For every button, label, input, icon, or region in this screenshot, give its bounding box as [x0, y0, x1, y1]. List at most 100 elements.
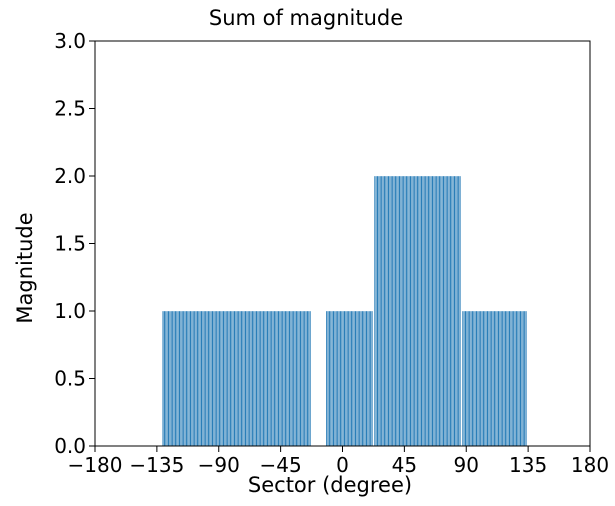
bar [287, 310, 290, 447]
bar [398, 175, 401, 447]
bar [428, 175, 431, 447]
bar [365, 310, 368, 447]
bar [218, 310, 221, 447]
bar [402, 175, 405, 447]
bar [452, 175, 455, 447]
bar [226, 310, 229, 447]
y-tick-label: 3.0 [54, 29, 86, 53]
y-tick-label: 2.0 [54, 164, 86, 188]
bar [456, 175, 459, 447]
bar [163, 310, 166, 447]
bar [411, 175, 413, 447]
y-axis: 0.0 0.5 1.0 1.5 2.0 2.5 3.0 [54, 29, 95, 458]
bar [419, 175, 422, 447]
bar [277, 310, 280, 447]
y-axis-title: Magnitude [13, 212, 37, 323]
y-tick-label: 1.5 [54, 232, 86, 256]
bar [255, 310, 258, 447]
bar [493, 310, 496, 447]
bar [471, 310, 474, 447]
bar [389, 175, 391, 447]
chart-title: Sum of magnitude [209, 6, 403, 30]
bar [228, 310, 230, 447]
bar [285, 310, 288, 447]
bar [415, 175, 417, 447]
bar [295, 310, 298, 447]
bar [302, 310, 305, 447]
bar [500, 310, 503, 447]
bar [219, 310, 222, 447]
bar [474, 310, 477, 447]
bar [164, 310, 167, 447]
bar [400, 175, 402, 447]
bar [178, 310, 181, 447]
bar [301, 310, 303, 447]
bar [461, 310, 464, 447]
bar [266, 310, 269, 447]
bar [248, 310, 251, 447]
bar [224, 310, 226, 447]
bar [489, 310, 492, 447]
bar [390, 175, 393, 447]
bar [284, 310, 287, 447]
bar [258, 310, 261, 447]
bar [408, 175, 411, 447]
bar [523, 310, 526, 447]
bar [208, 310, 211, 447]
bar [426, 175, 428, 447]
bar [404, 175, 406, 447]
bar [336, 310, 339, 447]
bar [427, 175, 430, 447]
bar [309, 310, 312, 447]
bar [328, 310, 331, 447]
bar [306, 310, 309, 447]
bar [384, 175, 387, 447]
bar [279, 310, 281, 447]
bar [206, 310, 208, 447]
bar [490, 310, 493, 447]
x-tick-label: −45 [260, 453, 302, 477]
bar [455, 175, 457, 447]
bar [486, 310, 489, 447]
bar [235, 310, 237, 447]
bar [246, 310, 248, 447]
x-tick-label: 180 [571, 453, 609, 477]
bar [288, 310, 291, 447]
bar [371, 310, 373, 447]
bar [332, 310, 335, 447]
bar [291, 310, 294, 447]
bar [521, 310, 523, 447]
bar [423, 175, 426, 447]
bar [262, 310, 265, 447]
bar [387, 175, 390, 447]
bar [405, 175, 408, 447]
bar [169, 310, 171, 447]
bar [281, 310, 284, 447]
bar [230, 310, 233, 447]
bar [177, 310, 180, 447]
bar [237, 310, 240, 447]
bar [335, 310, 338, 447]
bar [211, 310, 214, 447]
bars-group [162, 175, 527, 447]
bar [501, 310, 504, 447]
y-tick-label: 1.0 [54, 299, 86, 323]
x-tick-label: −180 [68, 453, 123, 477]
bar [236, 310, 239, 447]
bar [247, 310, 250, 447]
bar [331, 310, 334, 447]
bar [259, 310, 262, 447]
x-tick-label: 0 [336, 453, 349, 477]
bar [217, 310, 219, 447]
bar [369, 310, 372, 447]
bar [252, 310, 255, 447]
bar [305, 310, 307, 447]
bar [268, 310, 270, 447]
bar [353, 310, 356, 447]
bar [241, 310, 244, 447]
bar [199, 310, 202, 447]
bar [189, 310, 192, 447]
bar [171, 310, 174, 447]
bar [472, 310, 475, 447]
